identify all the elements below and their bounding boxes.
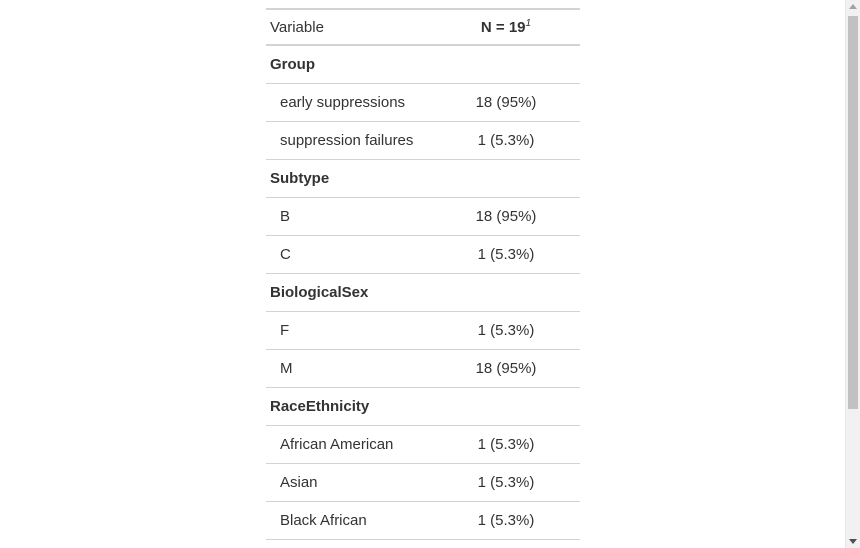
table-row: Black African 1 (5.3%) [266,501,580,540]
level-label: Black African [266,501,432,540]
group-label: Subtype [266,159,432,198]
scroll-up-arrow-icon[interactable] [849,4,857,9]
summary-table-container: Variable N = 191 Group early suppressions… [266,8,580,540]
cell-value [432,159,580,198]
cell-value: 1 (5.3%) [432,463,580,502]
level-label: suppression failures [266,121,432,160]
table-group-row: Group [266,45,580,84]
group-label: BiologicalSex [266,273,432,312]
table-header: Variable N = 191 [266,8,580,46]
cell-value: 1 (5.3%) [432,121,580,160]
cell-value [432,387,580,426]
table-group-row: RaceEthnicity [266,387,580,426]
cell-value [432,273,580,312]
level-label: African American [266,425,432,464]
summary-table: Variable N = 191 Group early suppressions… [266,8,580,540]
table-row: Asian 1 (5.3%) [266,463,580,502]
cell-value [432,45,580,84]
table-group-row: BiologicalSex [266,273,580,312]
header-row: Variable N = 191 [266,8,580,46]
level-label: Asian [266,463,432,502]
cell-value: 18 (95%) [432,83,580,122]
scroll-down-arrow-icon[interactable] [849,539,857,544]
table-group-row: Subtype [266,159,580,198]
cell-value: 1 (5.3%) [432,235,580,274]
cell-value: 1 (5.3%) [432,311,580,350]
cell-value: 1 (5.3%) [432,501,580,540]
table-row: M 18 (95%) [266,349,580,388]
level-label: F [266,311,432,350]
level-label: early suppressions [266,83,432,122]
table-row: B 18 (95%) [266,197,580,236]
cell-value: 18 (95%) [432,197,580,236]
level-label: C [266,235,432,274]
vertical-scrollbar[interactable] [845,0,860,548]
group-label: Group [266,45,432,84]
header-n-label: N = 19 [480,19,526,36]
header-n-footnote: 1 [525,18,532,29]
cell-value: 1 (5.3%) [432,425,580,464]
level-label: B [266,197,432,236]
header-variable: Variable [266,8,432,46]
header-n: N = 191 [432,8,580,46]
cell-value: 18 (95%) [432,349,580,388]
table-row: suppression failures 1 (5.3%) [266,121,580,160]
scrollbar-thumb[interactable] [848,16,858,409]
table-body: Group early suppressions 18 (95%) suppressi… [266,45,580,540]
group-label: RaceEthnicity [266,387,432,426]
table-row: African American 1 (5.3%) [266,425,580,464]
level-label: M [266,349,432,388]
table-row: early suppressions 18 (95%) [266,83,580,122]
